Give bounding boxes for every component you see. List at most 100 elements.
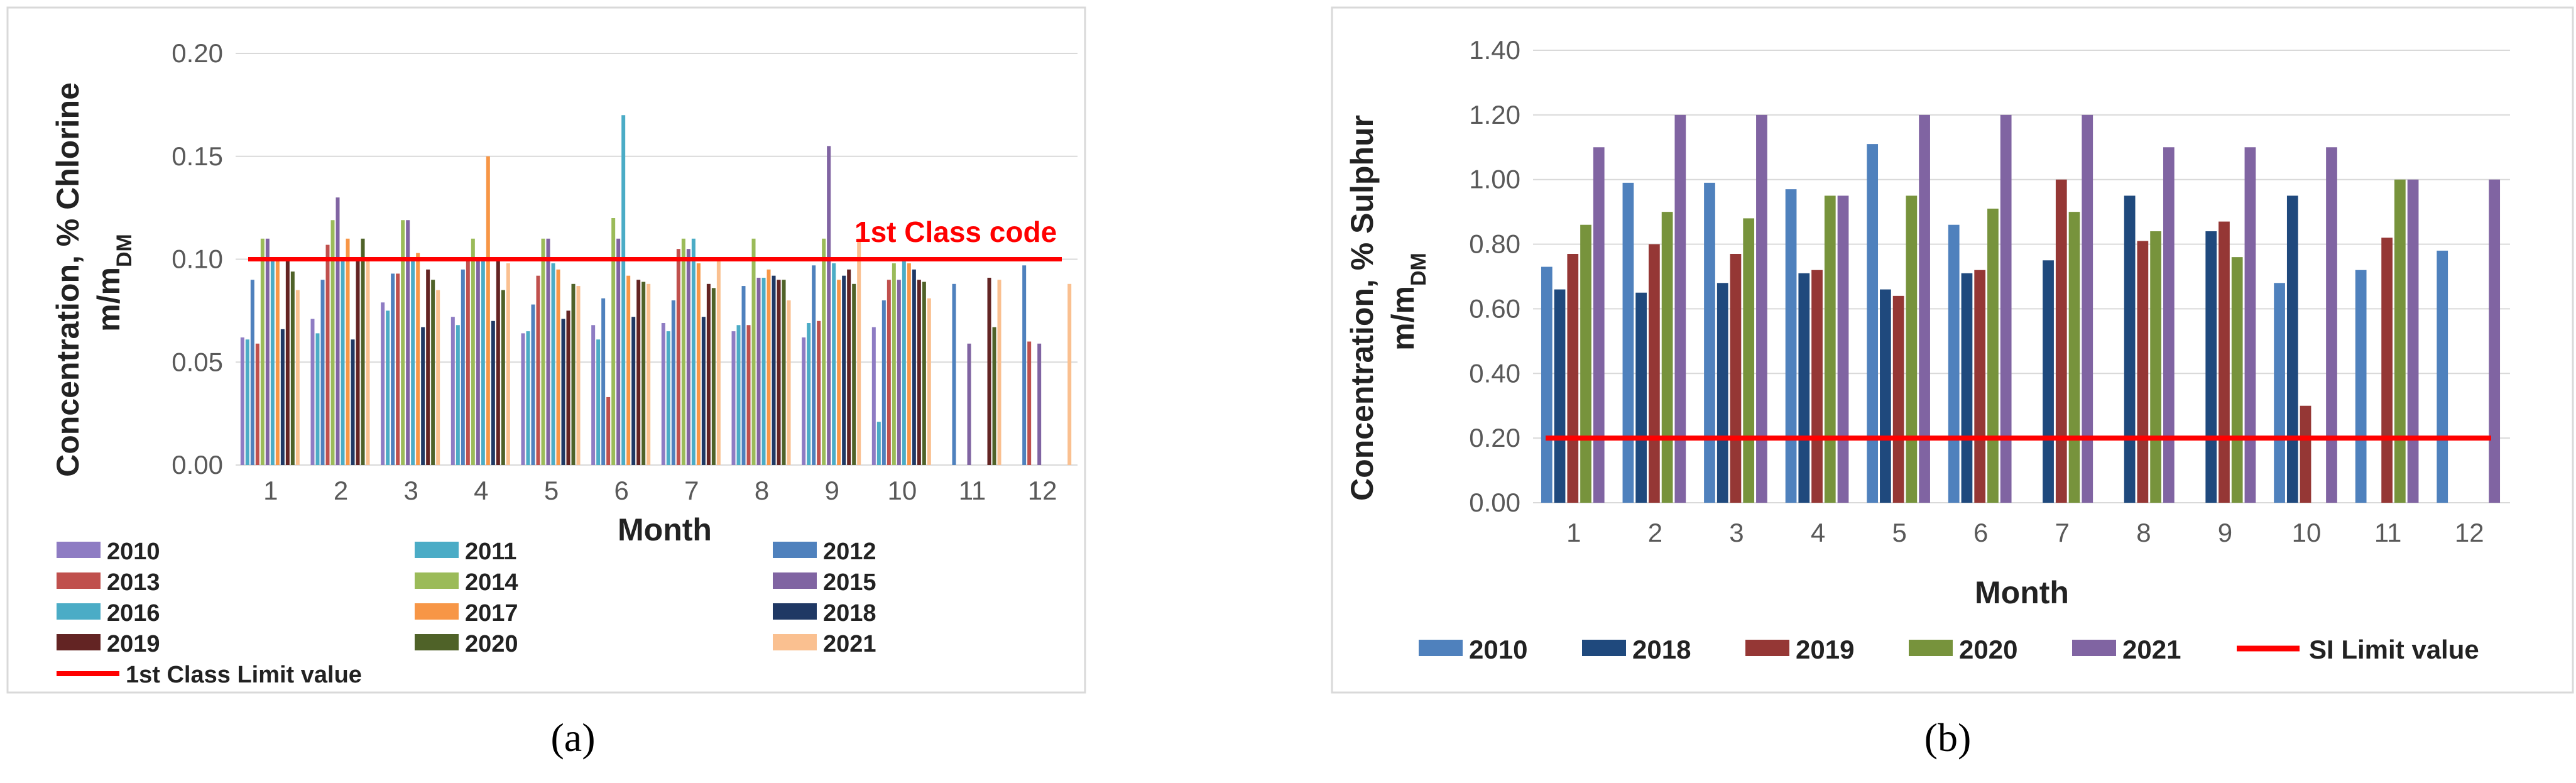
a-bar-2020-m6 [641,282,646,465]
a-bar-2018-m2 [351,339,355,465]
b-bar-2020-m6 [1987,209,1999,503]
legend-b-label-2019: 2019 [1796,635,1854,664]
a-bar-2011-m6 [596,339,601,465]
a-bar-2011-m5 [526,331,530,465]
a-bar-2020-m2 [361,238,365,465]
a-bar-2020-m7 [711,288,716,465]
a-bar-2021-m8 [787,300,791,465]
a-bar-2014-m3 [401,220,405,465]
a-bar-2015-m10 [897,280,901,465]
a-bar-2013-m6 [606,397,611,465]
panel-a-limit-annotation: 1st Class code [854,216,1057,248]
legend-b-label-2018: 2018 [1632,635,1691,664]
b-bar-2020-m4 [1824,195,1836,503]
a-bar-2011-m8 [736,325,741,465]
a-bar-2013-m12 [1027,341,1032,465]
a-bar-2019-m11 [987,277,991,465]
caption-a: (a) [550,715,595,760]
b-bar-2019-m7 [2055,179,2067,503]
a-bar-2019-m9 [847,269,851,465]
b-y-tick-label: 0.40 [1469,358,1520,388]
panel-b-x-axis-title: Month [1975,575,2069,610]
a-bar-2020-m1 [290,271,295,465]
a-bar-2011-m2 [315,333,320,465]
panel-a-legend: 2010 2011 2012 2013 2014 2015 2016 2017 2018 2019… [57,539,876,688]
a-bar-2012-m6 [601,298,606,465]
legend-b-swatch-2010 [1419,640,1463,656]
legend-a-swatch-2012 [773,542,817,558]
legend-a-label-2010: 2010 [107,539,160,565]
b-bar-2020-m3 [1743,218,1755,503]
b-y-tick-label: 0.20 [1469,423,1520,452]
a-y-tick-label: 0.05 [172,347,223,376]
a-x-tick-label: 3 [403,476,418,505]
panel-a-y-ticks: 0.00 0.05 0.10 0.15 0.20 [172,38,223,479]
a-bar-2020-m3 [431,280,435,465]
legend-a-swatch-2021 [773,634,817,650]
a-bar-2018-m9 [842,275,846,465]
panel-a-x-ticks: 1 2 3 4 5 6 7 8 9 10 11 12 [263,476,1057,505]
b-x-tick-label: 9 [2218,518,2232,547]
a-bar-2018-m1 [280,329,285,465]
b-x-tick-label: 2 [1648,518,1662,547]
b-bar-2010-m1 [1541,266,1553,503]
legend-b-label-2021: 2021 [2122,635,2181,664]
a-bar-2015-m7 [686,249,690,465]
legend-b-swatch-2021 [2072,640,2116,656]
a-bar-2017-m6 [626,275,631,465]
b-bar-2010-m11 [2355,270,2367,503]
a-bar-2014-m10 [892,263,896,465]
a-x-tick-label: 1 [263,476,278,505]
a-bar-2021-m5 [576,286,581,465]
a-bar-2012-m8 [741,286,746,465]
b-bar-2020-m2 [1661,212,1673,503]
b-x-tick-label: 10 [2292,518,2322,547]
b-bar-2010-m3 [1704,182,1715,503]
a-bar-2015-m5 [546,238,550,465]
b-x-tick-label: 5 [1892,518,1906,547]
a-bar-2018-m5 [561,319,565,465]
b-x-tick-label: 4 [1811,518,1825,547]
b-bar-2021-m7 [2082,114,2093,503]
a-x-tick-label: 8 [755,476,769,505]
a-bar-2016-m2 [341,261,345,465]
a-bar-2013-m5 [536,275,540,465]
b-x-tick-label: 7 [2055,518,2070,547]
a-y-tick-label: 0.10 [172,244,223,274]
a-bar-2015-m12 [1037,343,1042,465]
b-bar-2019-m3 [1730,254,1742,503]
b-bar-2020-m1 [1580,224,1591,503]
a-bar-2013-m8 [746,325,751,465]
a-bar-2019-m3 [426,269,430,465]
b-bar-2010-m5 [1867,144,1879,503]
a-bar-2012-m4 [461,269,465,465]
a-bar-2015-m6 [616,238,621,465]
legend-b-label-2020: 2020 [1959,635,2017,664]
a-bar-2021-m9 [857,238,861,465]
a-bar-2010-m6 [591,325,596,465]
panel-b-bars [1541,114,2501,503]
a-bar-2019-m4 [496,259,500,465]
a-bar-2021-m7 [716,259,721,465]
b-bar-2020-m9 [2231,257,2243,503]
a-bar-2017-m1 [275,259,280,465]
a-bar-2016-m6 [621,115,626,465]
a-x-tick-label: 10 [887,476,917,505]
a-x-tick-label: 2 [334,476,348,505]
a-bar-2016-m5 [551,263,555,465]
a-bar-2017-m8 [767,269,771,465]
a-bar-2019-m8 [777,280,781,465]
legend-a-swatch-2013 [57,572,101,589]
legend-a-swatch-2018 [773,603,817,620]
a-bar-2018-m8 [772,275,776,465]
b-bar-2019-m9 [2219,221,2230,503]
a-bar-2015-m9 [827,146,831,465]
a-bar-2017-m10 [907,263,911,465]
a-y-tick-label: 0.00 [172,450,223,479]
b-bar-2020-m7 [2068,212,2080,503]
a-bar-2014-m2 [330,220,335,465]
legend-a-label-2021: 2021 [823,631,876,657]
a-bar-2021-m3 [436,290,440,465]
legend-a-swatch-2010 [57,542,101,558]
